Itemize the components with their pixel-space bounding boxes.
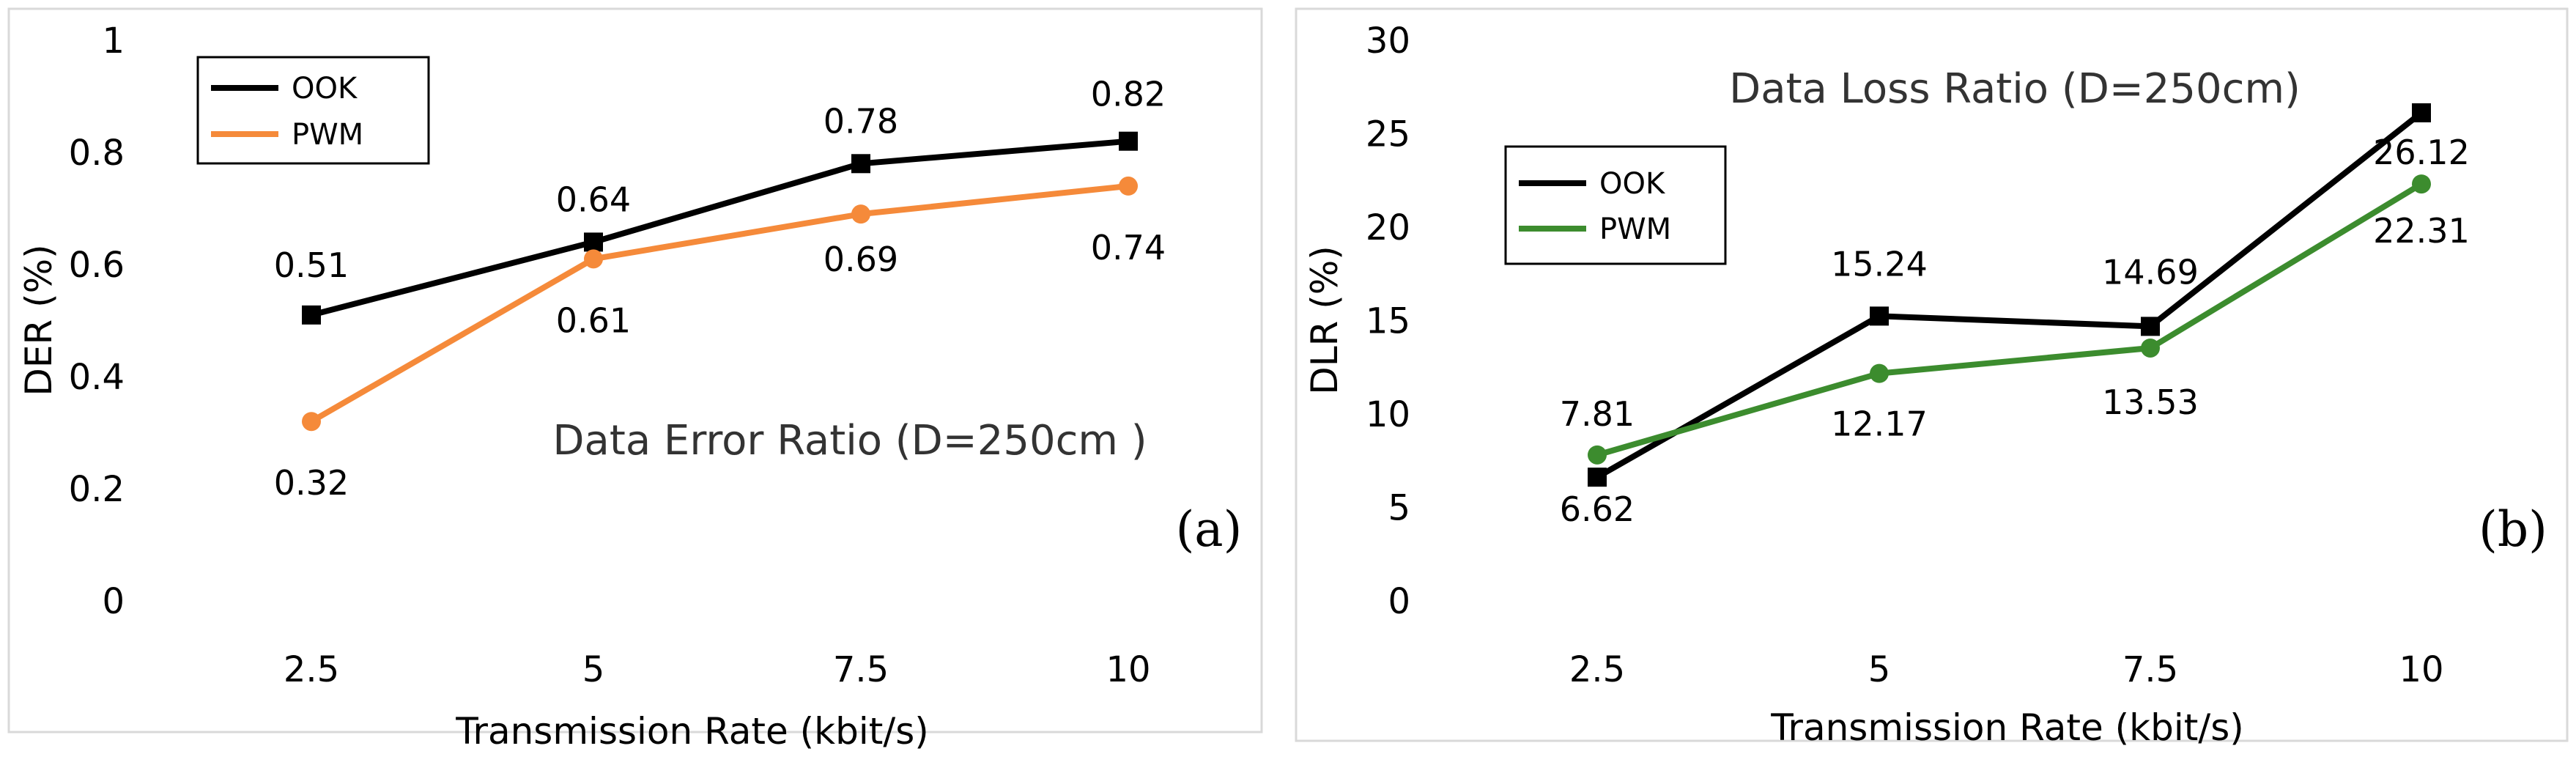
y-axis-title: DER (%) <box>18 244 60 396</box>
chart-title: Data Loss Ratio (D=250cm) <box>1729 65 2301 113</box>
panel-label: (a) <box>1176 501 1243 558</box>
data-label-ook: 0.82 <box>1091 75 1166 114</box>
data-point-ook <box>302 305 321 325</box>
x-tick-label: 2.5 <box>284 649 339 690</box>
data-label-pwm: 0.32 <box>274 463 349 503</box>
y-tick-label: 0.6 <box>69 245 125 286</box>
chart-title: Data Error Ratio (D=250cm ) <box>552 417 1147 465</box>
data-label-ook: 26.12 <box>2373 133 2470 172</box>
panel-label: (b) <box>2479 501 2547 558</box>
data-label-pwm: 22.31 <box>2373 211 2470 251</box>
legend <box>196 56 430 165</box>
x-tick-label: 7.5 <box>833 649 889 690</box>
data-label-pwm: 7.81 <box>1560 394 1635 434</box>
y-tick-label: 10 <box>1366 394 1410 435</box>
data-point-ook <box>851 154 870 174</box>
x-tick-label: 10 <box>2399 649 2443 690</box>
chart-panel-a: 0 0.2 0.4 0.6 0.8 1 2.5 5 7.5 10 Transmission Rate… <box>7 7 1263 753</box>
data-point-ook <box>1588 468 1607 487</box>
y-tick-label: 1 <box>102 21 125 62</box>
data-label-ook: 0.64 <box>556 180 631 219</box>
data-point-pwm <box>302 412 321 432</box>
legend-label-pwm: PWM <box>292 118 363 152</box>
data-point-ook <box>584 232 603 252</box>
data-point-ook <box>2412 103 2431 122</box>
series-line-pwm <box>310 182 1129 424</box>
data-label-pwm: 13.53 <box>2102 383 2199 422</box>
x-tick-label: 5 <box>1868 649 1891 690</box>
legend-label-ook: OOK <box>292 72 358 106</box>
data-label-pwm: 0.61 <box>556 300 631 340</box>
data-label-pwm: 0.69 <box>823 240 898 279</box>
data-label-ook: 6.62 <box>1560 489 1635 529</box>
x-tick-label: 2.5 <box>1569 649 1625 690</box>
data-point-pwm <box>584 249 603 269</box>
y-tick-label: 0.8 <box>69 133 125 174</box>
y-tick-label: 25 <box>1366 114 1410 155</box>
y-tick-label: 20 <box>1366 207 1410 248</box>
data-point-pwm <box>1588 445 1607 465</box>
data-label-ook: 15.24 <box>1831 244 1928 284</box>
x-axis-title: Transmission Rate (kbit/s) <box>1770 706 2244 749</box>
data-label-ook: 14.69 <box>2102 252 2199 292</box>
data-point-pwm <box>1870 363 1889 383</box>
y-tick-label: 5 <box>1388 488 1410 529</box>
data-point-ook <box>2141 317 2160 336</box>
x-tick-label: 10 <box>1106 649 1150 690</box>
data-point-pwm <box>2412 174 2431 194</box>
data-point-pwm <box>1119 176 1138 196</box>
y-tick-label: 0.2 <box>69 469 125 510</box>
y-tick-label: 0 <box>1388 581 1410 622</box>
data-label-ook: 0.78 <box>823 101 898 141</box>
series-line-ook <box>310 138 1129 318</box>
y-tick-label: 0 <box>102 581 125 622</box>
chart-panel-b: 0 5 10 15 20 25 30 2.5 5 7.5 10 Transmission Rate (… <box>1295 7 2569 749</box>
legend-label-pwm: PWM <box>1599 213 1671 246</box>
x-tick-label: 7.5 <box>2122 649 2178 690</box>
data-point-ook <box>1119 131 1138 151</box>
legend-label-ook: OOK <box>1599 167 1666 201</box>
x-tick-label: 5 <box>582 649 605 690</box>
data-label-pwm: 0.74 <box>1091 228 1166 267</box>
chart-frame <box>1295 7 2569 742</box>
data-point-pwm <box>2141 338 2160 358</box>
y-axis-title: DLR (%) <box>1303 245 1346 395</box>
series-line-ook <box>1596 110 2424 480</box>
data-point-ook <box>1870 306 1889 326</box>
x-axis-title: Transmission Rate (kbit/s) <box>455 710 929 753</box>
data-point-pwm <box>851 204 870 224</box>
legend <box>1504 145 1727 265</box>
y-tick-label: 30 <box>1366 21 1410 62</box>
y-tick-label: 15 <box>1366 301 1410 342</box>
series-line-pwm <box>1596 181 2424 458</box>
data-label-pwm: 12.17 <box>1831 404 1928 444</box>
data-label-ook: 0.51 <box>274 245 349 285</box>
y-tick-label: 0.4 <box>69 357 125 398</box>
